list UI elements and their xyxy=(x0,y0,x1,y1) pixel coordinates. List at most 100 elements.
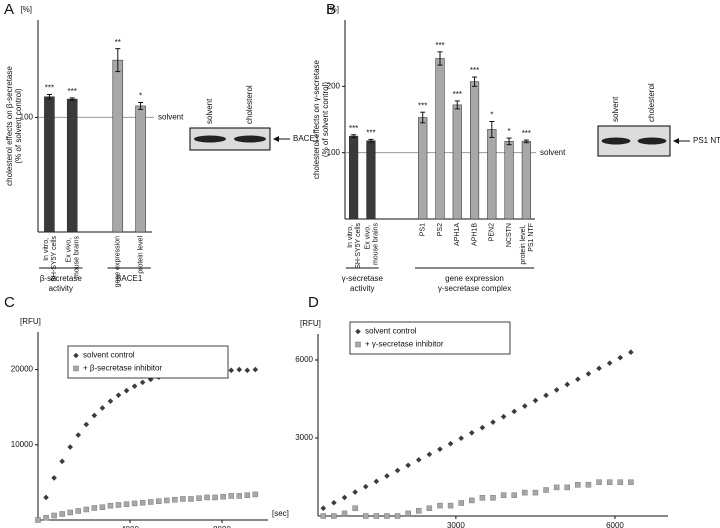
x-tick-label: PS1 xyxy=(420,223,427,236)
x-tick-label: Ex vivo, mouse brains xyxy=(364,223,379,266)
marker xyxy=(244,492,251,498)
x-tick-label: APH1B xyxy=(471,223,478,246)
unit-label: [%] xyxy=(327,5,339,14)
y-axis-label: cholesterol effects on β-secretase xyxy=(5,66,14,186)
marker xyxy=(91,505,98,511)
marker xyxy=(511,408,518,415)
lane-label: solvent xyxy=(611,96,620,122)
lane-label: cholesterol xyxy=(647,83,656,122)
bar xyxy=(469,81,480,220)
marker xyxy=(500,413,507,420)
marker xyxy=(139,499,146,506)
marker xyxy=(196,495,202,501)
marker xyxy=(188,496,194,502)
marker xyxy=(458,500,464,506)
marker xyxy=(139,379,146,386)
marker xyxy=(617,354,624,361)
marker xyxy=(543,487,549,493)
group-label: BACE1 xyxy=(116,274,143,283)
marker xyxy=(51,512,57,519)
x-tick-label: APH1A xyxy=(454,223,461,246)
bar xyxy=(487,129,497,220)
marker xyxy=(204,494,210,501)
x-tick-label: In vitro, SH-SY5Y cells xyxy=(43,236,58,282)
y-tick-label: 100 xyxy=(327,148,341,157)
unit-label: [%] xyxy=(20,5,32,14)
marker xyxy=(147,499,154,505)
significance-label: *** xyxy=(453,90,462,99)
group-label: activity xyxy=(49,284,73,293)
marker xyxy=(575,482,581,488)
marker xyxy=(617,479,624,485)
bar xyxy=(366,140,376,220)
y-axis-label: (% of solvent control) xyxy=(321,82,330,157)
marker xyxy=(252,366,259,373)
marker xyxy=(585,482,592,488)
marker xyxy=(341,510,348,517)
group-label: activity xyxy=(350,284,374,293)
x-tick-label: In vitro, SH-SY5Y cells xyxy=(347,223,362,269)
marker xyxy=(596,365,602,372)
group-label: γ-secretase complex xyxy=(438,284,511,293)
lane-label: cholesterol xyxy=(245,85,254,124)
bar xyxy=(44,96,55,233)
marker xyxy=(115,392,122,398)
marker xyxy=(564,381,571,388)
bar xyxy=(66,98,78,233)
blot-band xyxy=(601,137,631,145)
arrow-head xyxy=(273,136,279,142)
marker xyxy=(511,492,517,498)
marker xyxy=(131,500,138,507)
marker xyxy=(564,484,570,491)
significance-label: ** xyxy=(115,38,121,47)
legend-marker xyxy=(73,352,79,359)
bar xyxy=(135,105,146,233)
marker xyxy=(236,493,242,499)
legend-label: solvent control xyxy=(365,327,417,336)
marker xyxy=(362,483,369,490)
marker xyxy=(553,484,560,491)
marker xyxy=(51,475,57,481)
significance-label: *** xyxy=(470,66,479,75)
marker xyxy=(331,513,337,519)
marker xyxy=(394,467,401,474)
significance-label: *** xyxy=(366,129,375,138)
blot-band xyxy=(234,135,266,143)
marker xyxy=(373,478,380,485)
marker xyxy=(522,489,528,496)
marker xyxy=(107,502,114,509)
marker xyxy=(67,509,73,516)
marker xyxy=(320,505,327,511)
x-unit-label: [sec] xyxy=(272,509,289,518)
x-tick-label: gene expression xyxy=(115,236,122,287)
marker xyxy=(59,458,65,465)
marker xyxy=(147,376,154,383)
marker xyxy=(437,446,443,452)
marker xyxy=(320,513,327,519)
x-tick-label: NCSTN xyxy=(506,223,513,247)
y-axis-label: (% of solvent control) xyxy=(14,88,23,163)
marker xyxy=(172,496,178,503)
marker xyxy=(164,497,170,504)
marker xyxy=(468,430,475,436)
legend-label: solvent control xyxy=(83,351,135,360)
marker xyxy=(352,505,358,511)
marker xyxy=(43,494,49,501)
legend-label: + β-secretase inhibitor xyxy=(83,364,162,373)
x-tick-label: PS2 xyxy=(437,223,444,236)
y-axis-label: cholesterol effects on γ-secretase xyxy=(312,59,321,179)
blot-label: PS1 NTF xyxy=(693,136,720,145)
panel-label: B xyxy=(326,1,336,18)
x-tick-label: 6000 xyxy=(606,521,624,528)
significance-label: * xyxy=(508,127,511,136)
bar xyxy=(418,117,428,220)
marker xyxy=(252,491,259,498)
marker xyxy=(628,479,634,485)
marker xyxy=(628,349,634,355)
marker xyxy=(59,511,65,517)
marker xyxy=(415,457,422,463)
marker xyxy=(83,506,90,513)
x-tick-label: 8000 xyxy=(213,525,231,528)
marker xyxy=(67,444,73,450)
